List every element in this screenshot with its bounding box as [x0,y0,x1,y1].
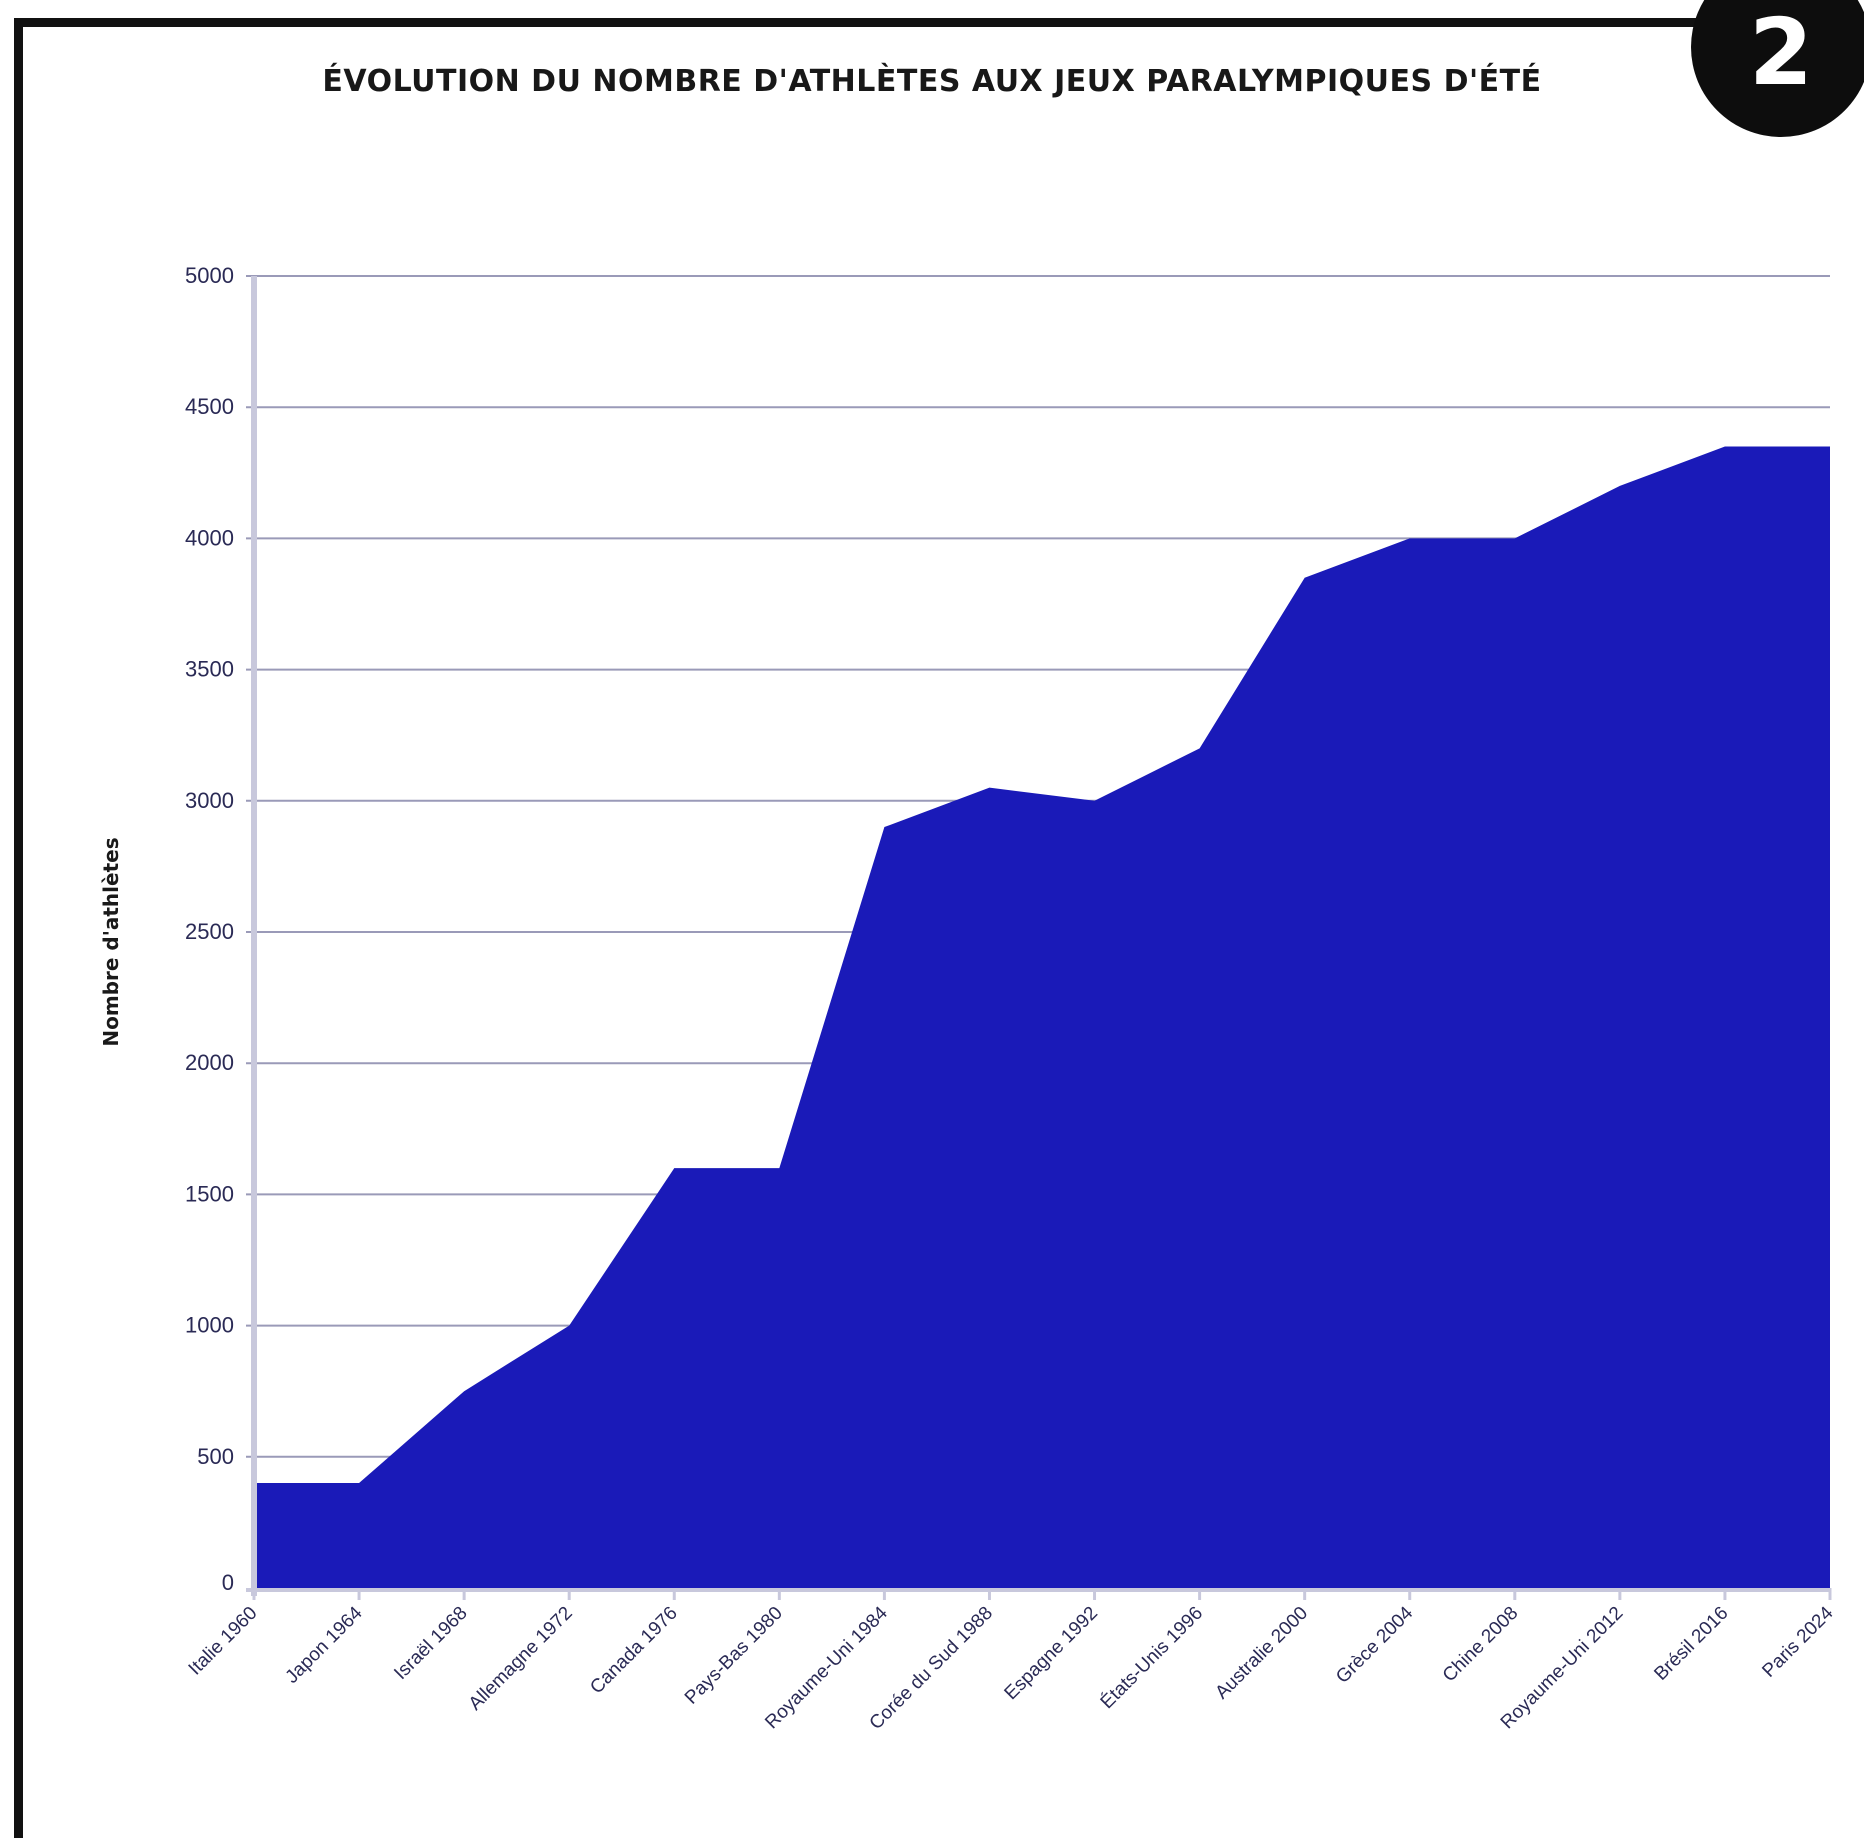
x-tick-label: Japon 1964 [282,1602,367,1687]
x-tick-label: Pays-Bas 1980 [681,1603,787,1709]
x-tick-label: Paris 2024 [1758,1602,1837,1681]
y-tick-label: 4500 [185,394,234,419]
y-tick-label: 500 [197,1444,234,1469]
y-tick-label: 4000 [185,525,234,550]
x-tick-label: Italie 1960 [185,1603,262,1680]
x-tick-label: Canada 1976 [586,1603,682,1699]
y-tick-label: 0 [222,1570,234,1595]
x-tick-label: Allemagne 1972 [465,1603,577,1715]
y-tick-label: 1000 [185,1313,234,1338]
x-tick-label: Brésil 2016 [1650,1603,1732,1685]
y-tick-label: 1500 [185,1181,234,1206]
area-chart: 0 500 1000 1500 2000 2500 3000 3500 4000 4500 5000… [0,0,1864,1799]
y-axis-label: Nombre d'athlètes [99,837,123,1046]
y-tick-label: 2500 [185,919,234,944]
y-tick-label: 3000 [185,788,234,813]
x-tick-label: Chine 2008 [1439,1603,1523,1687]
area-fill [254,447,1830,1588]
x-tick-label: Grèce 2004 [1332,1602,1417,1687]
y-tick-label: 3500 [185,657,234,682]
area-series [254,446,1830,1588]
y-tick-label: 5000 [185,263,234,288]
x-tick-label: Israël 1968 [390,1603,471,1684]
y-tick-labels: 0 500 1000 1500 2000 2500 3000 3500 4000 4500 5000 [185,263,234,1595]
x-tick-labels: Italie 1960 Japon 1964 Israël 1968Allemagn… [185,1588,1838,1734]
x-tick-label: Espagne 1992 [1001,1603,1103,1705]
x-tick-label: États-Unis 1996 [1097,1603,1207,1713]
y-tick-label: 2000 [185,1050,234,1075]
x-tick-label: Australie 2000 [1211,1603,1312,1704]
